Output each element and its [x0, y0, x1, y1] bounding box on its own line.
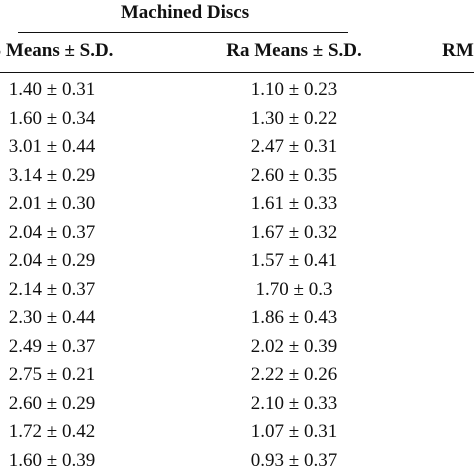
table-cell: 2.47 ± 0.31: [250, 136, 338, 157]
table-cell: 1.70 ± 0.3: [255, 278, 333, 300]
table-cell: 1.60 ± 0.34: [8, 107, 96, 129]
table-cell: 2.60 ± 0.29: [8, 392, 96, 414]
column-header: RM: [442, 40, 474, 61]
header-rule: [0, 72, 474, 73]
table-cell: 1.61 ± 0.33: [250, 193, 338, 214]
column-header: Ra Means ± S.D.: [226, 40, 362, 61]
table-cell: 1.10 ± 0.23: [250, 79, 338, 100]
table-cell: 2.14 ± 0.37: [8, 278, 96, 300]
table-cell: 3.01 ± 0.44: [8, 136, 96, 157]
table-cell: 0.93 ± 0.37: [250, 449, 338, 471]
table-cell: 1.72 ± 0.42: [8, 421, 96, 442]
table-cell: 2.02 ± 0.39: [250, 335, 338, 357]
table-cell: 1.30 ± 0.22: [250, 107, 338, 129]
table-cell: 3.14 ± 0.29: [8, 164, 96, 186]
table-cell: 1.40 ± 0.31: [8, 79, 96, 100]
table-cell: 2.04 ± 0.37: [8, 221, 96, 243]
table-cell: 1.57 ± 0.41: [250, 250, 338, 271]
table-cell: 2.04 ± 0.29: [8, 250, 96, 271]
table-cell: 2.60 ± 0.35: [250, 164, 338, 186]
table-cell: 2.49 ± 0.37: [8, 335, 96, 357]
table-cell: 1.07 ± 0.31: [250, 421, 338, 442]
table-cell: 2.22 ± 0.26: [250, 364, 338, 385]
table-cell: 2.75 ± 0.21: [8, 364, 96, 385]
table-cell: 2.01 ± 0.30: [8, 193, 96, 214]
group-rule: [18, 32, 348, 33]
table-cell: 2.10 ± 0.33: [250, 392, 338, 414]
table-cell: 1.67 ± 0.32: [250, 221, 338, 243]
table-cell: 1.86 ± 0.43: [250, 307, 338, 328]
column-header: S Means ± S.D.: [0, 40, 114, 61]
table-cell: 1.60 ± 0.39: [8, 449, 96, 471]
table-cell: 2.30 ± 0.44: [8, 307, 96, 328]
group-title: Machined Discs: [120, 2, 250, 23]
